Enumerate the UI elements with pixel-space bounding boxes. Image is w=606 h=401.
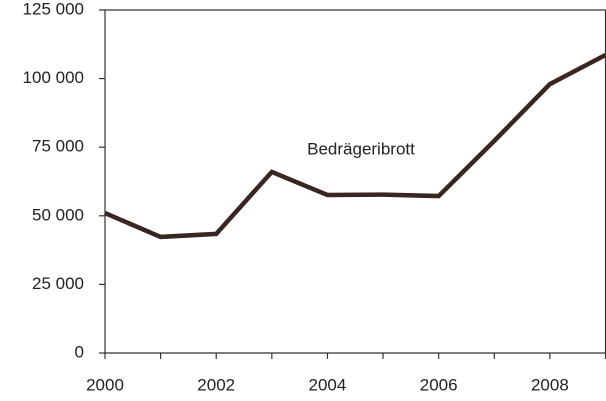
- x-tick-label: 2000: [86, 375, 124, 394]
- x-tick-label: 2004: [309, 375, 347, 394]
- y-tick-label: 50 000: [32, 205, 84, 224]
- y-tick-label: 125 000: [23, 0, 84, 18]
- plot-frame: [104, 9, 606, 354]
- y-tick-label: 0: [75, 342, 84, 361]
- x-tick-label: 2002: [197, 375, 235, 394]
- y-tick-label: 25 000: [32, 274, 84, 293]
- y-tick-label: 100 000: [23, 68, 84, 87]
- data-line: [104, 53, 606, 240]
- x-tick-label: 2006: [420, 375, 458, 394]
- y-tick-label: 75 000: [32, 137, 84, 156]
- annotation: Bedrägeribrott: [307, 139, 415, 158]
- x-tick-label: 2008: [531, 375, 569, 394]
